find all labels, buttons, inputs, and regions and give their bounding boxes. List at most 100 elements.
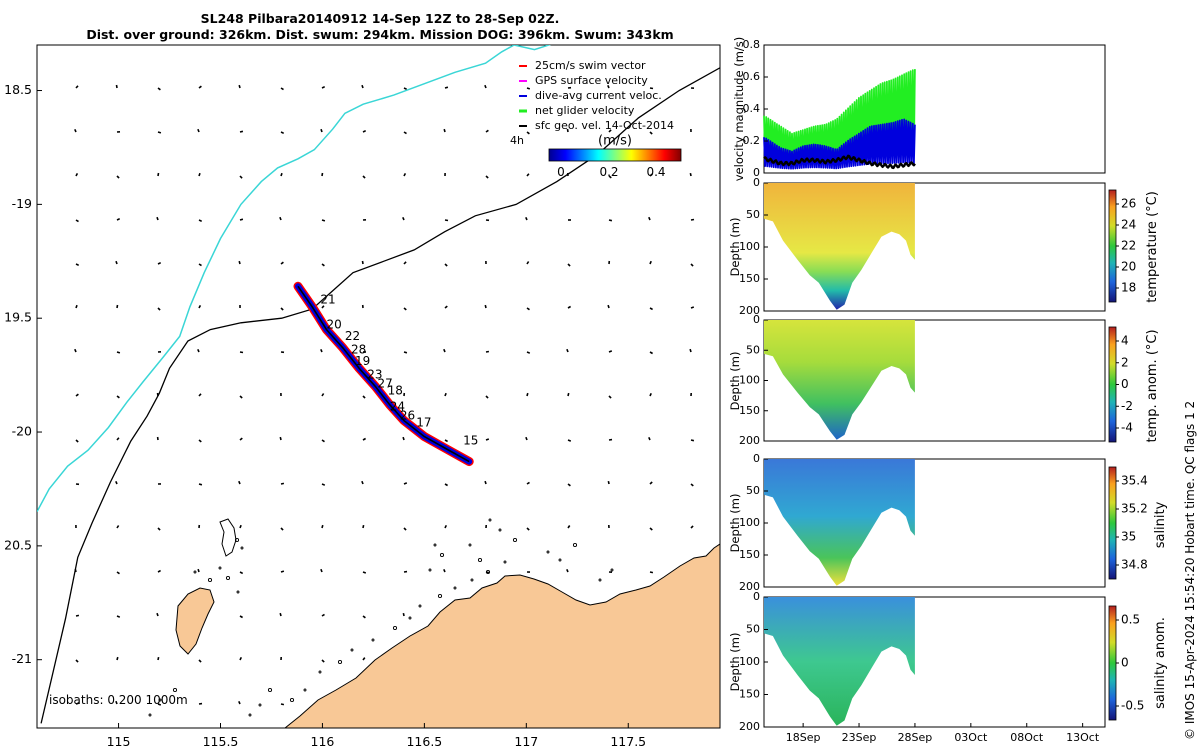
colorbar-title: (m/s) <box>598 134 632 149</box>
geo-arrow <box>156 612 159 617</box>
day-label: 22 <box>345 329 360 343</box>
depth-tick-label: 100 <box>739 374 760 387</box>
salinity-anomaly-section <box>764 597 915 726</box>
day-label: 18 <box>388 384 403 398</box>
time-tick-label: 03Oct <box>954 731 988 744</box>
geo-arrow <box>238 84 241 89</box>
geo-arrow <box>649 481 653 485</box>
temperature-ylabel: Depth (m) <box>728 218 742 277</box>
day-label: 20 <box>327 318 342 332</box>
colorbar-tick-label: 20 <box>1121 260 1136 274</box>
geo-arrow <box>75 304 78 309</box>
islet <box>193 570 197 574</box>
geo-arrow <box>690 525 694 529</box>
geo-arrow <box>403 261 407 265</box>
geo-arrow <box>239 218 244 221</box>
geo-arrow <box>608 219 613 222</box>
geo-arrow <box>75 85 79 89</box>
geo-arrow <box>649 131 653 135</box>
day-label: 17 <box>416 415 431 429</box>
geo-arrow <box>198 263 202 267</box>
geo-arrow <box>321 305 325 309</box>
geo-arrow <box>198 659 202 663</box>
geo-arrow <box>648 216 651 221</box>
legend-item-gps: GPS surface velocity <box>535 74 648 87</box>
geo-arrow <box>116 615 121 618</box>
geo-arrow <box>690 306 695 309</box>
geo-arrow <box>362 175 366 179</box>
islet <box>437 593 443 599</box>
geo-arrow <box>484 304 487 309</box>
temp-anomaly-section <box>764 320 915 440</box>
geo-arrow <box>403 87 408 91</box>
map-y-tick-label: 18.5 <box>4 82 32 97</box>
islet <box>546 550 550 554</box>
geo-arrow <box>157 261 162 265</box>
geo-arrow <box>320 348 323 353</box>
colorbar-tick-label: 35 <box>1121 530 1136 544</box>
depth-tick-label: 50 <box>746 623 760 636</box>
colorbar-tick: 0 <box>557 165 565 179</box>
geo-arrow <box>485 350 490 353</box>
islet <box>158 698 162 702</box>
geo-arrow <box>648 436 651 441</box>
geo-arrow <box>238 260 241 265</box>
geo-arrow <box>690 263 694 267</box>
geo-arrow <box>238 480 241 485</box>
map-x-tick-label: 117.5 <box>610 734 646 749</box>
salinity-anomaly-panel: 0 50 100 150 200 Depth (m) 0.5 0 -0.5 salinity… <box>728 590 1168 744</box>
temp-anomaly-colorbar-ticks: 4 2 0 -2 -4 <box>1116 334 1133 435</box>
geo-arrow <box>198 393 202 397</box>
geo-arrow <box>362 657 366 661</box>
geo-arrow <box>198 85 202 89</box>
legend-item-current: dive-avg current veloc. <box>535 89 662 102</box>
colorbar-tick-label: 4 <box>1121 334 1129 348</box>
legend-item-swim: 25cm/s swim vector <box>535 59 646 72</box>
geo-arrow <box>157 569 161 573</box>
islet <box>610 568 614 572</box>
colorbar-tick-label: -0.5 <box>1121 699 1144 713</box>
land-mass <box>284 543 720 728</box>
colorbar-tick-label: -4 <box>1121 421 1133 435</box>
salinity-section <box>764 459 915 586</box>
geo-arrow <box>280 482 285 485</box>
geo-arrow <box>484 480 487 485</box>
depth-tick-label: 150 <box>739 548 760 561</box>
islet <box>318 670 322 674</box>
depth-tick-label: 150 <box>739 688 760 701</box>
salinity-colorbar <box>1108 466 1117 580</box>
day-label: 26 <box>400 409 415 423</box>
geo-arrow <box>321 393 325 397</box>
geo-arrow <box>75 659 79 663</box>
temperature-colorbar <box>1108 189 1117 303</box>
time-tick-label: 08Oct <box>1010 731 1044 744</box>
temperature-section <box>764 183 915 310</box>
geo-arrow <box>444 439 448 443</box>
salinity-anomaly-y-axis: 0 50 100 150 200 <box>739 590 768 733</box>
geo-arrow <box>608 350 613 353</box>
geo-arrow <box>75 393 79 397</box>
geo-arrow <box>116 175 120 179</box>
geo-arrow <box>444 86 449 89</box>
geo-arrow <box>525 216 528 221</box>
islet <box>433 543 437 547</box>
colorbar-tick-label: 18 <box>1121 281 1136 295</box>
temperature-panel: 0 50 100 150 200 Depth (m) 26 24 22 20 18 temper… <box>728 176 1160 317</box>
islet <box>267 687 273 693</box>
temperature-y-axis: 0 50 100 150 200 <box>739 176 768 317</box>
islet <box>428 568 432 572</box>
geo-arrow <box>239 130 244 133</box>
geo-arrow <box>607 480 610 485</box>
geo-arrow <box>402 436 405 441</box>
islet <box>337 659 343 665</box>
time-tick-label: 23Sep <box>842 731 877 744</box>
speed-colorbar <box>548 148 682 162</box>
velocity-y-tick-label: 0.6 <box>743 70 761 83</box>
geo-arrow <box>403 527 407 531</box>
geo-arrow <box>75 614 80 617</box>
time-x-axis: 18Sep 23Sep 28Sep 03Oct 08Oct 13Oct <box>786 723 1100 744</box>
islet <box>453 586 457 590</box>
velocity-ylabel: velocity magnitude (m/s) <box>732 37 746 182</box>
